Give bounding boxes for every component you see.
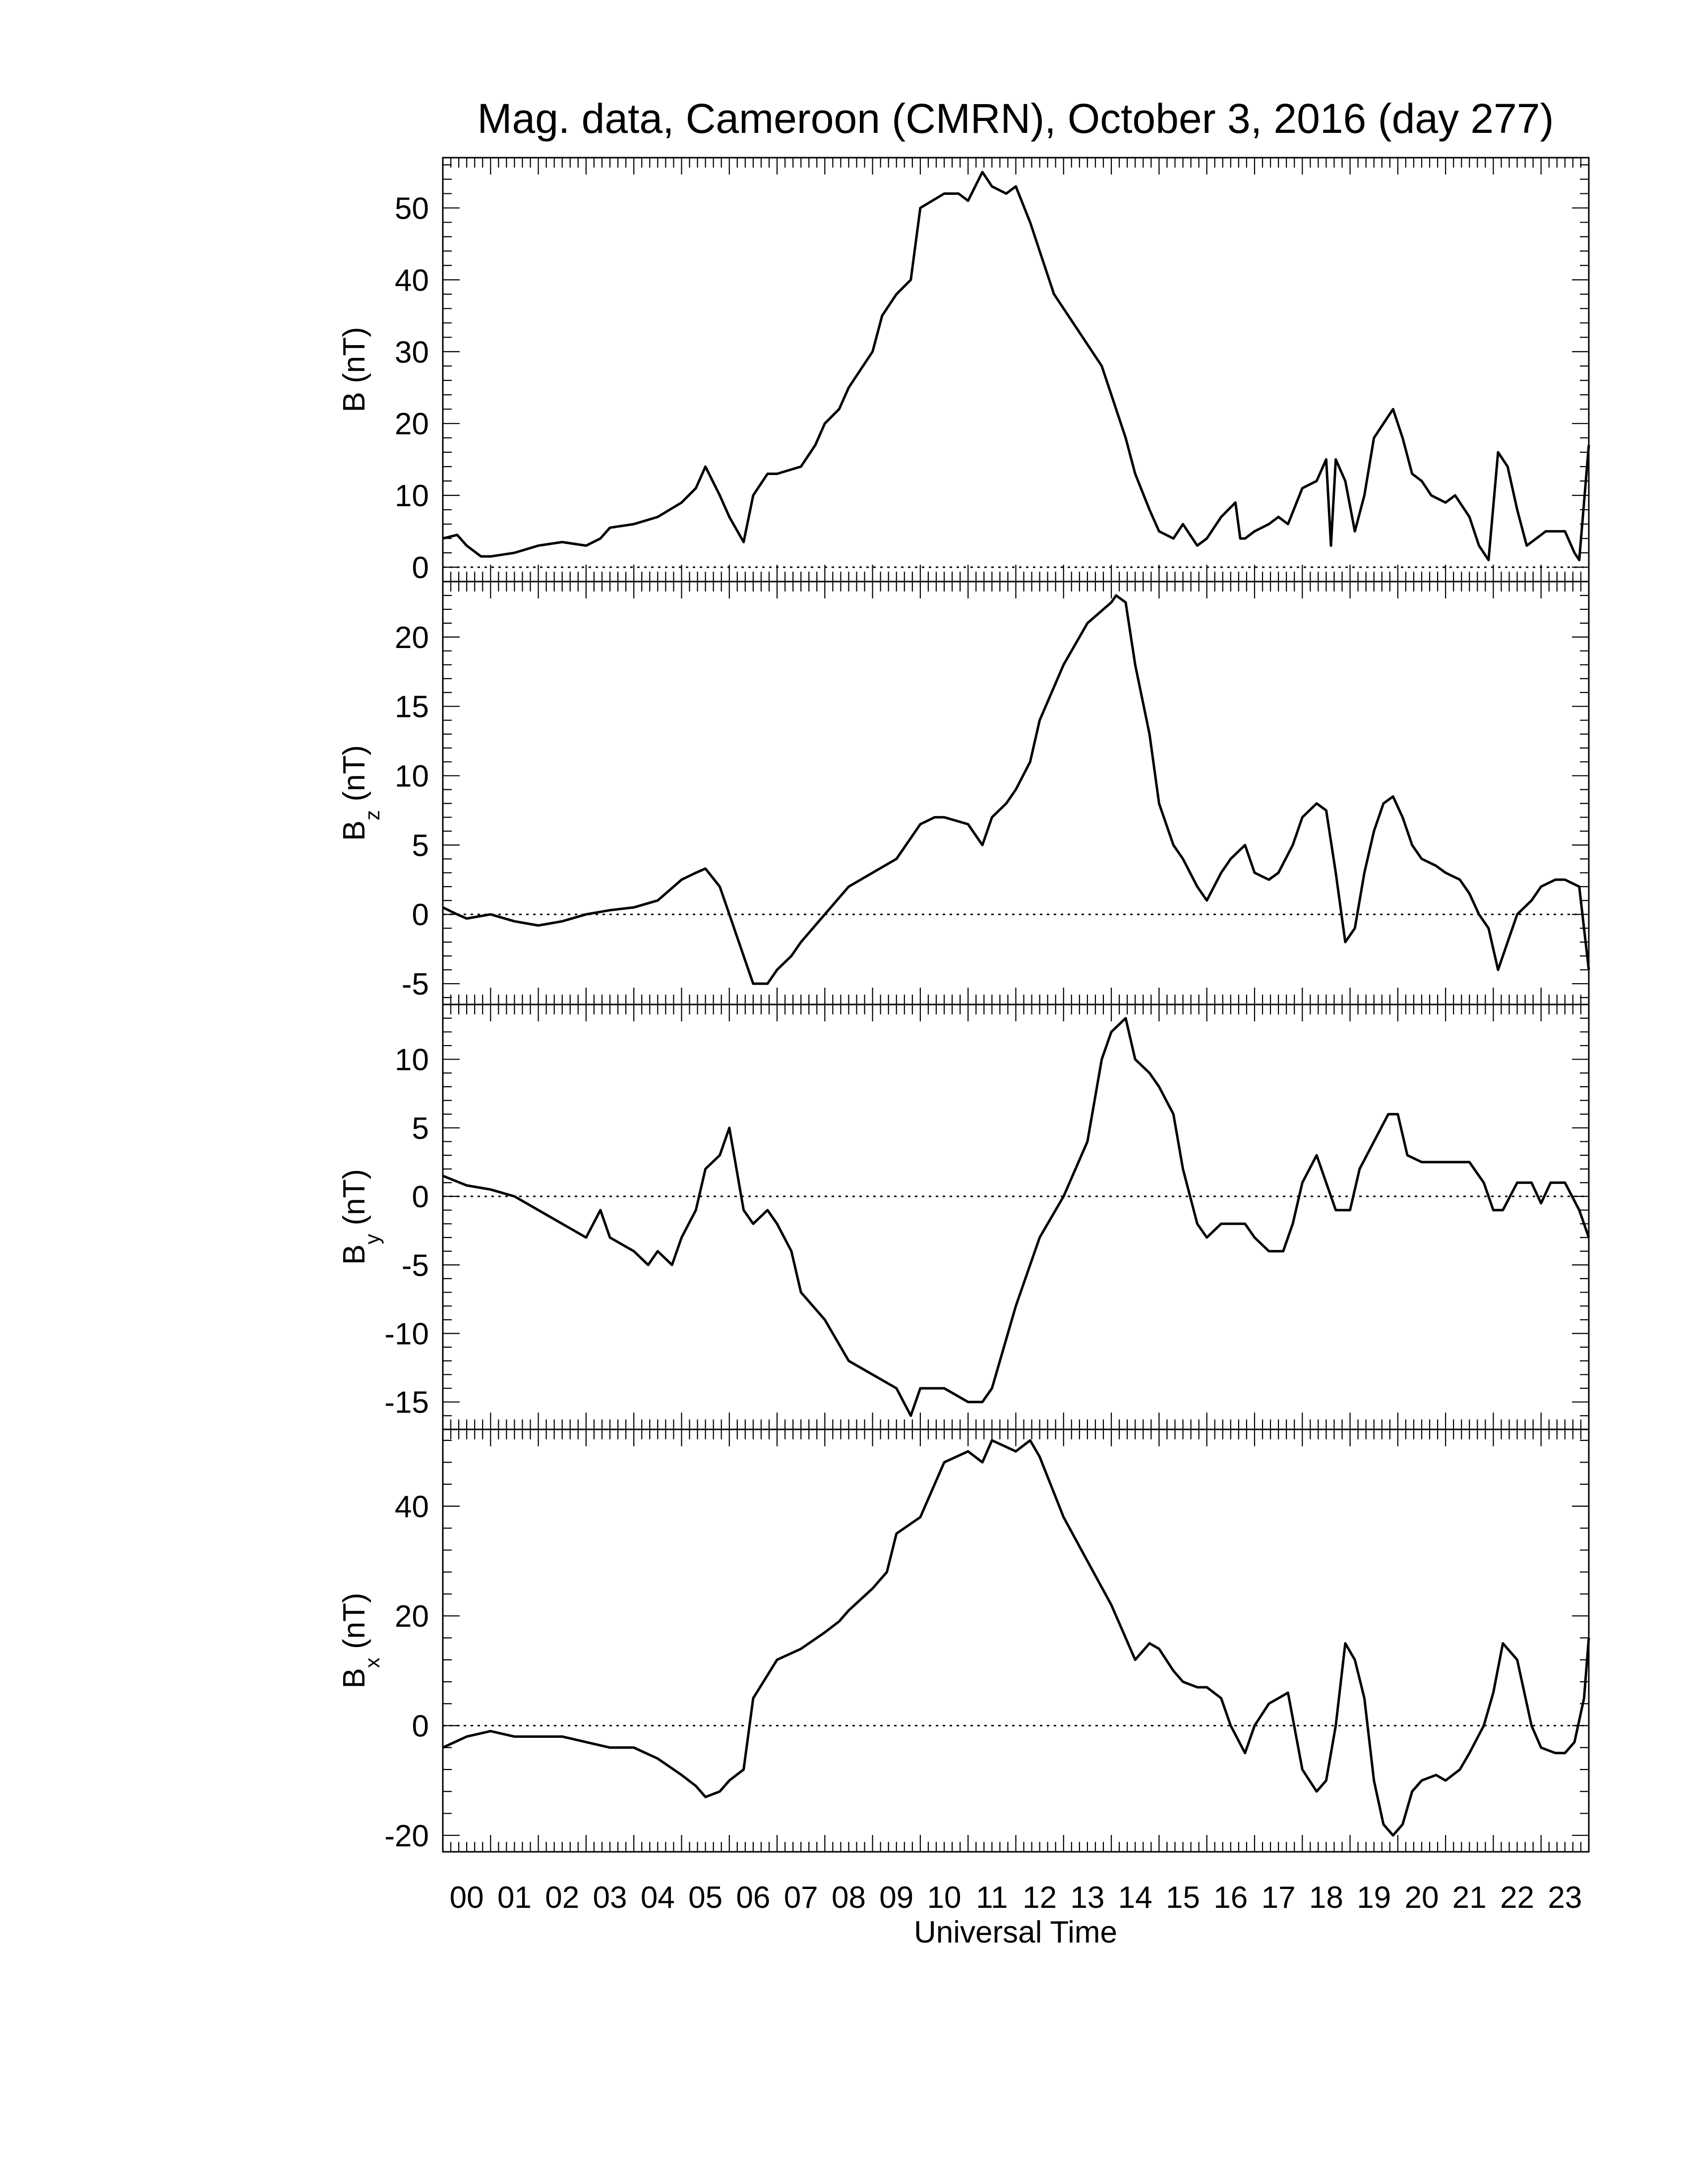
x-tick-label: 11 <box>976 1881 1008 1915</box>
y-axis-label-unit: (nT) <box>337 327 371 392</box>
y-tick-label: -10 <box>384 1317 429 1351</box>
y-tick-label: 0 <box>412 1180 429 1214</box>
panel-by: -15 -10 -5 0 5 10 By (nT) <box>337 1003 1590 1430</box>
x-axis: 00 01 02 03 04 05 06 07 08 09 10 11 12 13 14 15 16 17 18 19… <box>450 1881 1582 1915</box>
y-axis-label: By (nT) <box>337 1169 384 1265</box>
y-tick-label: 0 <box>412 1710 429 1744</box>
x-tick-label: 22 <box>1500 1881 1534 1915</box>
panel-bx: -20 0 20 40 Bx (nT) <box>337 1428 1590 1853</box>
y-tick-label: 5 <box>412 828 429 863</box>
x-tick-label: 18 <box>1309 1881 1343 1915</box>
x-tick-label: 20 <box>1404 1881 1439 1915</box>
y-tick-label: -5 <box>402 1248 429 1283</box>
x-tick-label: 03 <box>593 1881 627 1915</box>
y-axis-label-main: B <box>337 821 371 841</box>
chart-title: Mag. data, Cameroon (CMRN), October 3, 2… <box>478 95 1554 142</box>
x-tick-label: 17 <box>1262 1881 1296 1915</box>
y-axis-label-unit: (nT) <box>337 1169 371 1234</box>
series-line-b <box>442 171 1590 561</box>
x-tick-label: 15 <box>1166 1881 1200 1915</box>
x-tick-label: 02 <box>545 1881 579 1915</box>
x-tick-label: 12 <box>1023 1881 1057 1915</box>
y-tick-label: 30 <box>395 335 429 369</box>
y-tick-label: -15 <box>384 1386 429 1420</box>
y-tick-label: 20 <box>395 407 429 441</box>
y-axis-label-subscript: y <box>361 1234 384 1244</box>
x-tick-label: 05 <box>688 1881 723 1915</box>
x-tick-label: 06 <box>736 1881 770 1915</box>
x-tick-label: 00 <box>450 1881 484 1915</box>
series-line-bx <box>442 1439 1590 1837</box>
y-axis-label-main: B <box>337 392 371 412</box>
panel-frame <box>442 581 1590 1005</box>
panel-frame <box>442 1428 1590 1853</box>
y-axis-label-unit: (nT) <box>337 745 371 810</box>
y-tick-label: 50 <box>395 191 429 226</box>
y-tick-label: 10 <box>395 479 429 513</box>
y-tick-label: -20 <box>384 1819 429 1853</box>
x-tick-label: 16 <box>1213 1881 1248 1915</box>
panel-b: 0 10 20 30 40 50 B (nT) <box>337 157 1590 585</box>
y-axis-label-subscript: x <box>361 1657 384 1668</box>
y-tick-label: 0 <box>412 898 429 932</box>
y-tick-label: 15 <box>395 690 429 724</box>
y-axis-label-subscript: z <box>361 810 384 821</box>
x-tick-label: 01 <box>497 1881 532 1915</box>
y-tick-label: 20 <box>395 1599 429 1634</box>
y-axis-label: Bx (nT) <box>337 1593 384 1688</box>
x-tick-label: 14 <box>1118 1881 1152 1915</box>
series-line-by <box>442 1017 1590 1417</box>
x-tick-label: 09 <box>879 1881 913 1915</box>
y-tick-label: 40 <box>395 1490 429 1524</box>
y-tick-label: 40 <box>395 263 429 297</box>
y-tick-label: 5 <box>412 1112 429 1146</box>
x-tick-label: 04 <box>641 1881 675 1915</box>
y-tick-label: 10 <box>395 1043 429 1077</box>
y-axis-label: Bz (nT) <box>337 745 384 841</box>
x-tick-label: 21 <box>1452 1881 1487 1915</box>
x-tick-label: 19 <box>1357 1881 1391 1915</box>
x-tick-label: 23 <box>1548 1881 1582 1915</box>
y-tick-label: 20 <box>395 621 429 655</box>
y-tick-label: 10 <box>395 760 429 794</box>
y-axis-label-main: B <box>337 1244 371 1265</box>
x-tick-label: 07 <box>784 1881 818 1915</box>
x-tick-label: 10 <box>927 1881 962 1915</box>
x-tick-label: 13 <box>1070 1881 1104 1915</box>
y-axis-label: B (nT) <box>337 327 371 412</box>
panel-frame <box>442 157 1590 583</box>
y-axis-label-main: B <box>337 1668 371 1688</box>
y-tick-label: -5 <box>402 967 429 1002</box>
y-tick-label: 0 <box>412 551 429 585</box>
x-tick-label: 08 <box>832 1881 866 1915</box>
x-axis-label: Universal Time <box>914 1915 1117 1949</box>
panel-bz: -5 0 5 10 15 20 Bz (nT) <box>337 581 1590 1005</box>
y-axis-label-unit: (nT) <box>337 1593 371 1657</box>
panel-frame <box>442 1003 1590 1430</box>
series-line-bz <box>442 594 1590 985</box>
